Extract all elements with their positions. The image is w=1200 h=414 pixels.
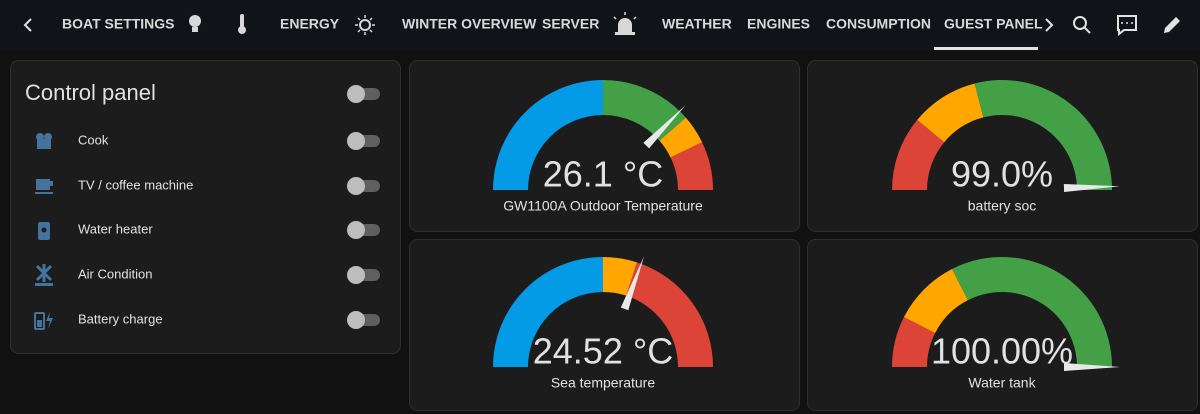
nav-tab[interactable]: BOAT SETTINGS bbox=[62, 16, 175, 32]
gauge-needle bbox=[1063, 184, 1120, 193]
card-title: Control panel bbox=[25, 80, 156, 105]
cook-icon bbox=[36, 133, 52, 149]
nav-tab[interactable]: CONSUMPTION bbox=[826, 16, 931, 32]
fan-icon bbox=[35, 264, 53, 286]
thermometer-tab-icon[interactable] bbox=[238, 14, 246, 34]
entity-toggle-knob[interactable] bbox=[347, 221, 365, 239]
gauge-name: Water tank bbox=[968, 375, 1036, 391]
gauge-segment bbox=[892, 317, 936, 367]
gauge-segment bbox=[974, 79, 1112, 190]
gauge-value: 26.1 °C bbox=[543, 154, 663, 195]
gauge-name: Sea temperature bbox=[551, 375, 655, 391]
nav-tab[interactable]: ENGINES bbox=[747, 16, 810, 32]
entity-name: TV / coffee machine bbox=[78, 177, 193, 192]
gauge-segment bbox=[892, 119, 945, 190]
gauge-needle bbox=[620, 256, 645, 311]
gauge-segment bbox=[903, 268, 968, 333]
nav-tab[interactable]: SERVER bbox=[542, 16, 599, 32]
gauge-value: 99.0% bbox=[951, 154, 1053, 195]
scroll-left[interactable] bbox=[23, 18, 32, 32]
gauge-segment bbox=[493, 80, 603, 190]
coffee-icon bbox=[35, 179, 53, 194]
entity-name: Water heater bbox=[78, 221, 153, 236]
entity-toggle-knob[interactable] bbox=[347, 266, 365, 284]
gauge-segment bbox=[626, 262, 713, 367]
edit-button[interactable] bbox=[1164, 17, 1180, 33]
gauge-card[interactable] bbox=[409, 239, 800, 411]
water-heater-icon bbox=[38, 222, 50, 240]
battery-charge-icon bbox=[34, 312, 53, 330]
entity-name: Air Condition bbox=[78, 266, 152, 281]
assist-button[interactable] bbox=[1117, 15, 1137, 37]
gauge-segment bbox=[493, 257, 603, 367]
gauge-segment bbox=[659, 117, 703, 158]
gauge-segment bbox=[917, 83, 984, 143]
nav-tab[interactable]: WINTER OVERVIEW bbox=[402, 16, 537, 32]
scroll-right[interactable] bbox=[1045, 18, 1054, 32]
toolbar bbox=[0, 0, 1200, 50]
gauge-needle bbox=[1064, 363, 1120, 371]
nav-tab[interactable]: GUEST PANEL bbox=[944, 16, 1043, 32]
entity-toggle-knob[interactable] bbox=[347, 132, 365, 150]
gauge-segment bbox=[603, 257, 637, 296]
search-button[interactable] bbox=[1073, 16, 1091, 34]
gauge-segment bbox=[952, 256, 1112, 367]
sun-tab-icon[interactable] bbox=[355, 15, 375, 35]
gauge-needle bbox=[643, 105, 686, 149]
nav-tab[interactable]: WEATHER bbox=[662, 16, 732, 32]
entity-name: Cook bbox=[78, 132, 109, 147]
control-panel-card bbox=[10, 60, 401, 354]
alarm-tab-icon[interactable] bbox=[613, 12, 637, 35]
entity-name: Battery charge bbox=[78, 311, 163, 326]
active-tab-indicator bbox=[934, 47, 1038, 50]
gauge-segment bbox=[670, 142, 713, 190]
gauge-name: battery soc bbox=[968, 198, 1036, 214]
master-toggle-knob[interactable] bbox=[347, 85, 365, 103]
entity-toggle-knob[interactable] bbox=[347, 311, 365, 329]
entity-toggle-knob[interactable] bbox=[347, 177, 365, 195]
bulb-tab-icon[interactable] bbox=[189, 15, 201, 32]
gauge-value: 100.00% bbox=[931, 331, 1073, 372]
gauge-value: 24.52 °C bbox=[533, 331, 673, 372]
gauge-name: GW1100A Outdoor Temperature bbox=[503, 198, 703, 214]
nav-tab[interactable]: ENERGY bbox=[280, 16, 340, 32]
